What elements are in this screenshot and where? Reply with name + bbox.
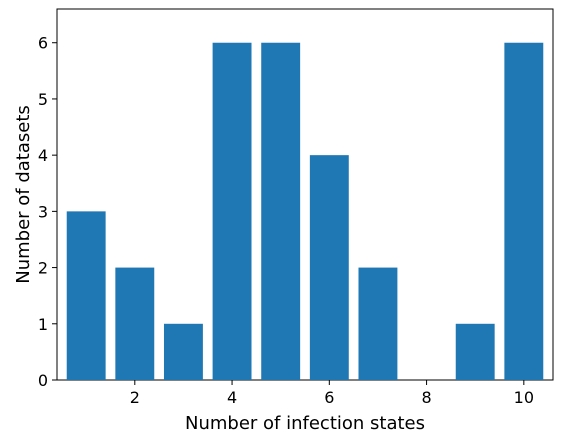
bar-7 xyxy=(358,267,398,380)
x-tick-label: 2 xyxy=(130,388,140,407)
plot-area-frame xyxy=(56,8,554,381)
y-axis-label: Number of datasets xyxy=(13,105,34,284)
x-tick-label: 8 xyxy=(421,388,431,407)
x-tick-label: 6 xyxy=(324,388,334,407)
y-tick-label: 2 xyxy=(38,259,48,278)
y-axis-ticks: 0 1 2 3 4 5 6 xyxy=(38,34,57,390)
y-tick-label: 0 xyxy=(38,371,48,390)
x-axis-ticks: 2 4 6 8 10 xyxy=(130,380,534,407)
x-tick-label: 10 xyxy=(514,388,534,407)
bar-9 xyxy=(455,323,495,380)
bar-6 xyxy=(309,155,349,380)
y-tick-label: 5 xyxy=(38,90,48,109)
y-tick-label: 6 xyxy=(38,34,48,53)
bar-5 xyxy=(261,42,301,381)
bar-2 xyxy=(115,267,155,380)
y-tick-label: 3 xyxy=(38,202,48,221)
bar-1 xyxy=(66,211,106,380)
bars-group xyxy=(66,42,544,381)
bar-10 xyxy=(504,42,544,381)
x-axis-label: Number of infection states xyxy=(185,413,425,434)
y-tick-label: 4 xyxy=(38,146,48,165)
y-tick-label: 1 xyxy=(38,315,48,334)
bar-4 xyxy=(212,42,252,381)
x-tick-label: 4 xyxy=(227,388,237,407)
bar-3 xyxy=(163,323,203,380)
